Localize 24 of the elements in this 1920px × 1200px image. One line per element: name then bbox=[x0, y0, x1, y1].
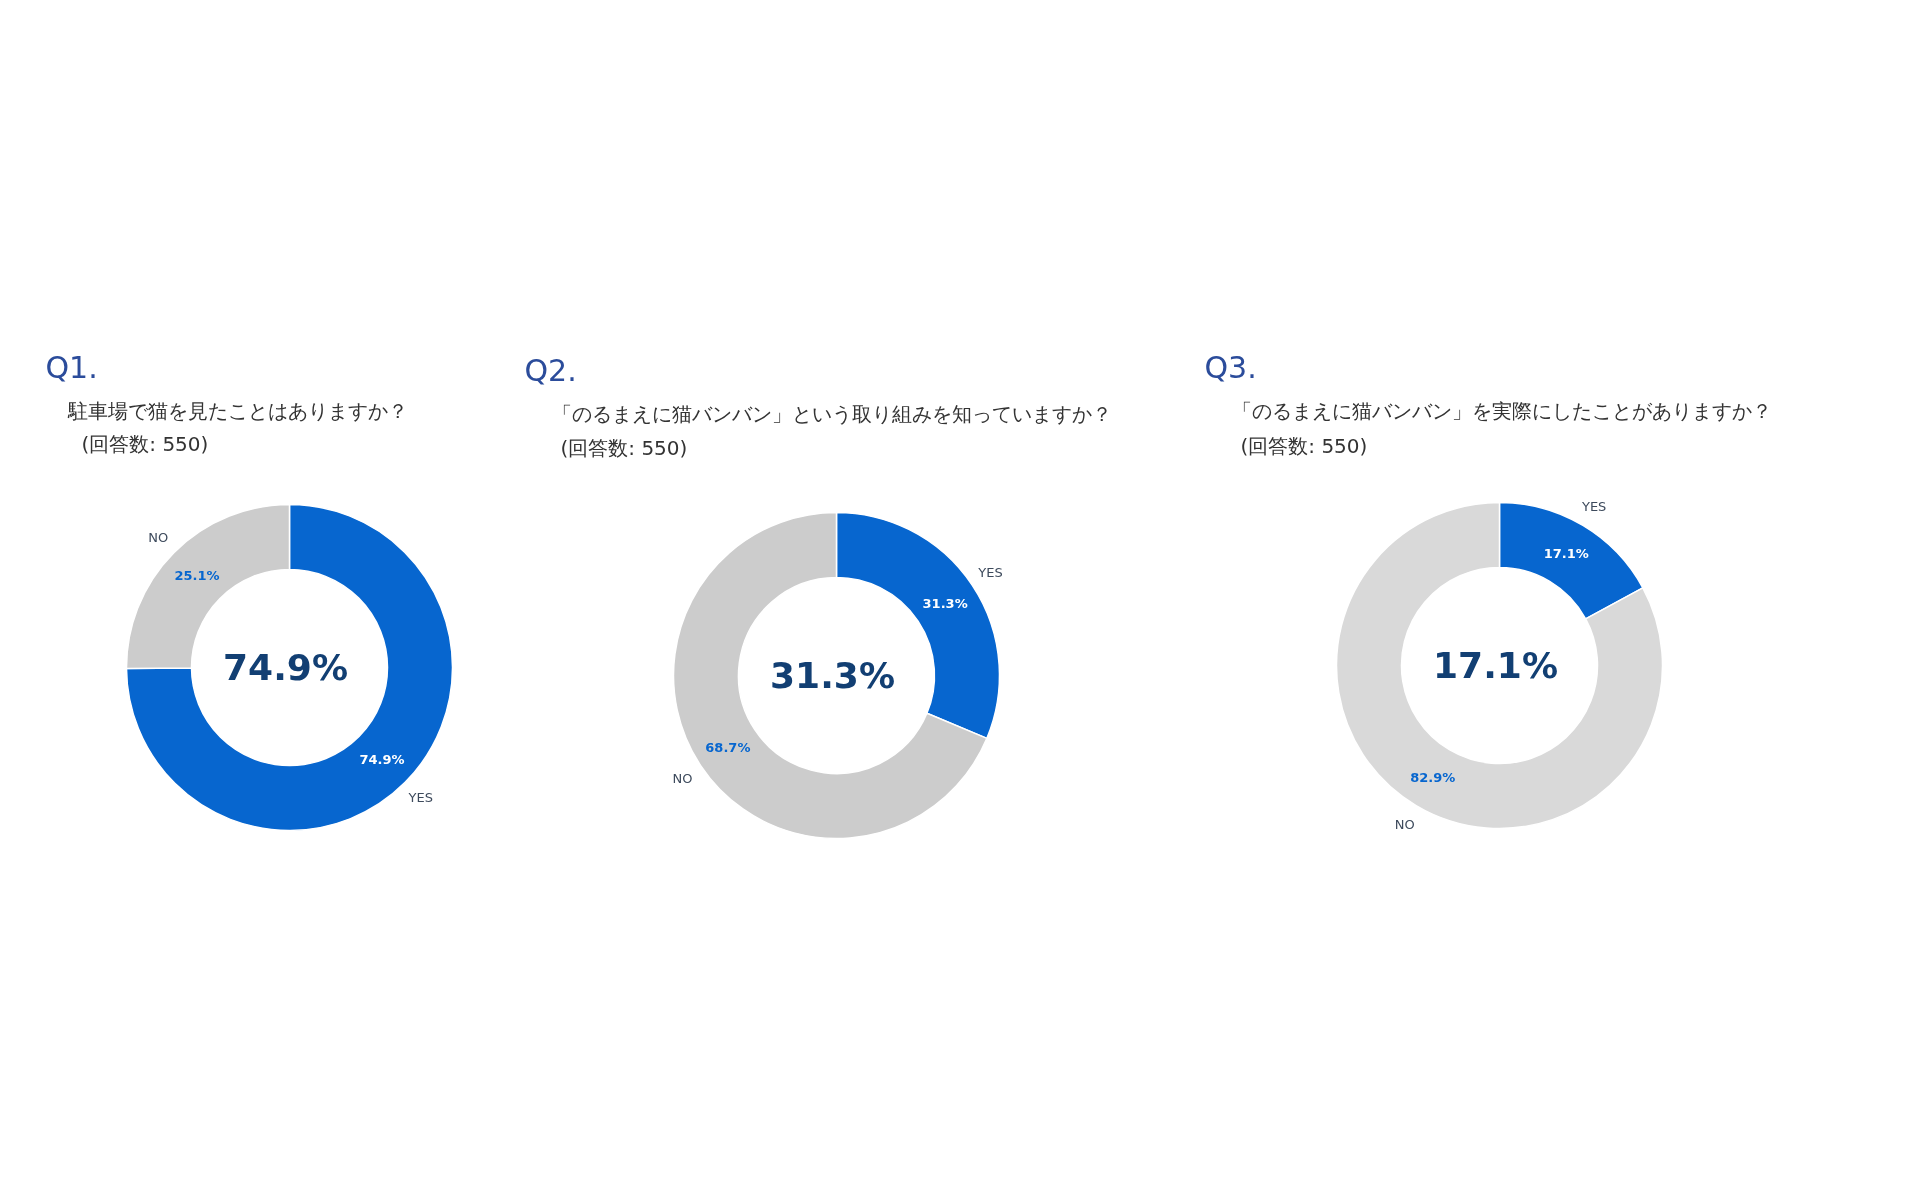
data-label: 74.9% bbox=[359, 751, 405, 767]
data-label: 17.1% bbox=[1543, 545, 1589, 561]
slice-label: YES bbox=[407, 790, 433, 806]
slice-label: NO bbox=[1394, 816, 1415, 832]
text: (回答数: 550) bbox=[81, 431, 209, 456]
text: 74.9% bbox=[223, 647, 348, 688]
chart-subtitle: 「のるまえに猫バンバン」を実際にしたことがありますか？ bbox=[1231, 398, 1772, 423]
data-label: 31.3% bbox=[922, 595, 968, 611]
chart-subtitle: 駐車場で猫を見たことはありますか？ bbox=[66, 398, 408, 423]
text: 31.3% bbox=[770, 655, 895, 696]
data-label: 82.9% bbox=[1410, 770, 1456, 786]
chart-title: Q2. bbox=[524, 353, 577, 388]
slice-label: NO bbox=[672, 770, 693, 786]
chart-title: Q1. bbox=[45, 350, 98, 385]
slice-label: YES bbox=[1580, 499, 1607, 515]
text: (回答数: 550) bbox=[560, 435, 688, 460]
data-label: 25.1% bbox=[174, 568, 220, 584]
text: (回答数: 550) bbox=[1240, 433, 1368, 458]
data-label: 68.7% bbox=[705, 740, 751, 756]
chart-subtitle: 「のるまえに猫バンバン」という取り組みを知っていますか？ bbox=[551, 401, 1112, 426]
chart-title: Q3. bbox=[1204, 350, 1257, 385]
text: 17.1% bbox=[1433, 645, 1558, 686]
slice-label: NO bbox=[148, 529, 169, 545]
slice-label: YES bbox=[977, 565, 1003, 581]
